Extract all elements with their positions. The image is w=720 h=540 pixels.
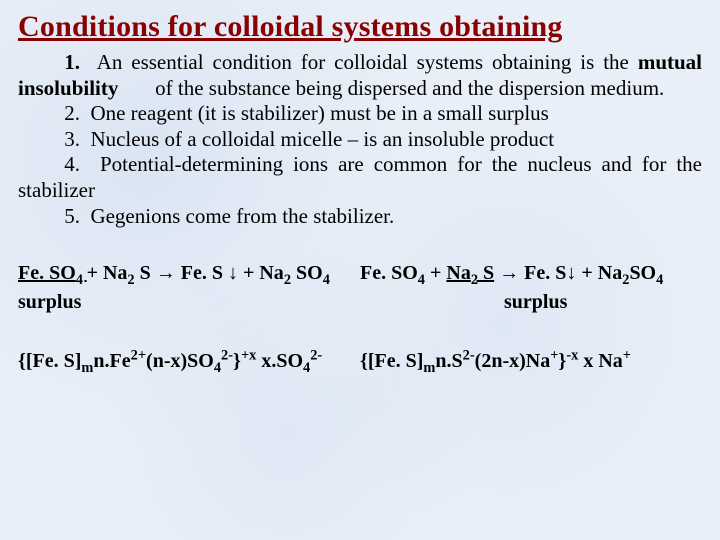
sup: 2+ — [131, 348, 146, 364]
sup: + — [623, 348, 631, 364]
txt: x.SO — [256, 350, 303, 372]
sub: m — [81, 360, 93, 376]
txt: → Fe. S↓ + Na — [494, 262, 622, 284]
left-micelle: {[Fe. S]mn.Fe2+(n-x)SO42-}+x x.SO42- — [18, 349, 346, 374]
right-column: Fe. SO4 + Na2 S → Fe. S↓ + Na2SO4 surplu… — [360, 261, 702, 374]
txt: {[Fe. S] — [18, 350, 81, 372]
item-1-num: 1. — [64, 50, 80, 74]
sub: 4 — [656, 272, 663, 288]
left-feso4: Fe. SO — [18, 262, 76, 284]
txt: + Na — [87, 262, 128, 284]
sub: 2 — [471, 272, 478, 288]
item-4: Potential-determining ions are common fo… — [18, 152, 702, 202]
item-3-num: 3. — [64, 127, 80, 151]
sub: 2 — [284, 272, 291, 288]
sup: 2- — [463, 348, 475, 364]
txt: + — [425, 262, 446, 284]
sub: 4 — [323, 272, 330, 288]
item-2-num: 2. — [64, 101, 80, 125]
sup: +x — [241, 348, 256, 364]
left-equation: Fe. SO4 + Na2 S → Fe. S ↓ + Na2 SO4 — [18, 261, 346, 286]
txt: n.Fe — [93, 350, 130, 372]
item-1b: of the substance being dispersed and the… — [155, 76, 664, 100]
txt: x Na — [578, 350, 622, 372]
txt: (2n-x)Na — [475, 350, 551, 372]
txt: n.S — [435, 350, 462, 372]
slide-title: Conditions for colloidal systems obtaini… — [18, 10, 702, 44]
equations-row: Fe. SO4 + Na2 S → Fe. S ↓ + Na2 SO4 surp… — [18, 261, 702, 374]
item-2: One reagent (it is stabilizer) must be i… — [90, 101, 548, 125]
item-4-num: 4. — [64, 152, 80, 176]
item-1a: An essential condition for colloidal sys… — [97, 50, 629, 74]
sub: 4 — [76, 272, 87, 288]
item-3: Nucleus of a colloidal micelle – is an i… — [90, 127, 554, 151]
item-5: Gegenions come from the stabilizer. — [90, 204, 394, 228]
right-surplus: surplus — [360, 290, 702, 315]
txt: } — [233, 350, 241, 372]
left-column: Fe. SO4 + Na2 S → Fe. S ↓ + Na2 SO4 surp… — [18, 261, 346, 374]
sub: m — [423, 360, 435, 376]
right-micelle: {[Fe. S]mn.S2-(2n-x)Na+}-x x Na+ — [360, 349, 702, 374]
txt: (n-x)SO — [146, 350, 214, 372]
txt: S → Fe. S ↓ + Na — [135, 262, 284, 284]
txt: {[Fe. S] — [360, 350, 423, 372]
txt: SO — [291, 262, 323, 284]
left-surplus: surplus — [18, 290, 346, 315]
txt: S — [478, 262, 494, 284]
sup: -x — [566, 348, 578, 364]
sub: 4 — [418, 272, 425, 288]
txt: SO — [629, 262, 656, 284]
txt: Na — [446, 262, 470, 284]
body-paragraph: 1. An essential condition for colloidal … — [18, 50, 702, 229]
sup: 2- — [221, 348, 233, 364]
sub: 4 — [214, 360, 221, 376]
right-feso4: Fe. SO — [360, 262, 418, 284]
item-5-num: 5. — [64, 204, 80, 228]
right-equation: Fe. SO4 + Na2 S → Fe. S↓ + Na2SO4 — [360, 261, 702, 286]
sub: 2 — [127, 272, 134, 288]
sup: 2- — [310, 348, 322, 364]
